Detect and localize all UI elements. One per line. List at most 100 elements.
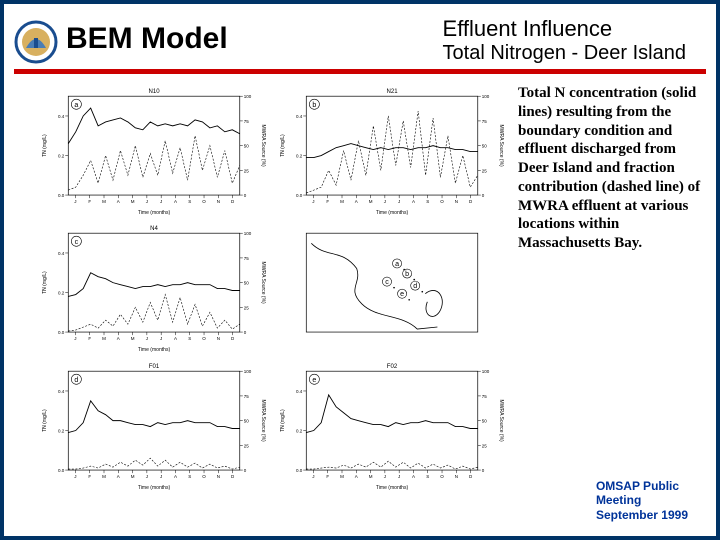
svg-text:M: M — [340, 199, 344, 204]
svg-text:J: J — [312, 474, 314, 479]
svg-text:A: A — [412, 199, 415, 204]
svg-text:0.0: 0.0 — [58, 330, 65, 335]
svg-text:J: J — [146, 474, 148, 479]
svg-text:TN (mg/L): TN (mg/L) — [280, 134, 286, 157]
svg-text:O: O — [440, 199, 444, 204]
svg-text:0: 0 — [244, 468, 247, 473]
svg-text:S: S — [426, 199, 429, 204]
footer-line-1: OMSAP Public — [596, 479, 688, 493]
svg-text:O: O — [202, 199, 206, 204]
timeseries-panel: 0.00.20.40255075100JFMAMJJASONDTime (mon… — [36, 82, 268, 217]
svg-text:A: A — [355, 199, 358, 204]
svg-text:J: J — [146, 336, 148, 341]
svg-text:0: 0 — [244, 193, 247, 198]
svg-text:0.0: 0.0 — [58, 193, 65, 198]
svg-text:TN (mg/L): TN (mg/L) — [42, 134, 48, 157]
svg-text:0.2: 0.2 — [58, 154, 65, 159]
svg-text:b: b — [405, 271, 409, 278]
timeseries-panel: 0.00.20.40255075100JFMAMJJASONDTime (mon… — [36, 357, 268, 492]
svg-text:J: J — [160, 199, 162, 204]
svg-text:75: 75 — [244, 256, 250, 261]
svg-text:MWRA Source (%): MWRA Source (%) — [260, 262, 266, 305]
svg-text:M: M — [102, 336, 106, 341]
svg-text:50: 50 — [244, 418, 250, 423]
svg-text:D: D — [469, 474, 473, 479]
svg-text:A: A — [355, 474, 358, 479]
slide-title-right-2: Total Nitrogen - Deer Island — [443, 42, 686, 65]
svg-text:Time (months): Time (months) — [376, 485, 409, 491]
svg-text:0.2: 0.2 — [58, 428, 65, 433]
svg-text:TN (mg/L): TN (mg/L) — [42, 409, 48, 432]
svg-text:S: S — [188, 336, 191, 341]
svg-text:0.4: 0.4 — [296, 389, 303, 394]
svg-text:0: 0 — [482, 193, 485, 198]
svg-text:F: F — [88, 336, 91, 341]
svg-text:O: O — [202, 474, 206, 479]
timeseries-panel: 0.00.20.40255075100JFMAMJJASONDTime (mon… — [274, 82, 506, 217]
chart-grid: 0.0 0.2 0.4 0 25 50 75 100 J F M A M J J A S O N D Time (mon… — [36, 82, 506, 492]
slide-title-left: BEM Model — [66, 22, 228, 56]
svg-text:J: J — [398, 199, 400, 204]
svg-text:J: J — [74, 336, 76, 341]
svg-text:0.0: 0.0 — [296, 193, 303, 198]
svg-text:c: c — [75, 239, 79, 246]
svg-text:e: e — [312, 376, 316, 383]
svg-text:Time (months): Time (months) — [138, 210, 171, 216]
svg-text:N21: N21 — [386, 89, 398, 95]
svg-text:d: d — [413, 284, 417, 291]
svg-text:M: M — [131, 336, 135, 341]
svg-text:25: 25 — [482, 168, 488, 173]
svg-text:100: 100 — [244, 232, 252, 237]
svg-text:0.4: 0.4 — [58, 251, 65, 256]
svg-text:F: F — [326, 474, 329, 479]
svg-text:75: 75 — [244, 119, 250, 124]
svg-text:S: S — [188, 199, 191, 204]
svg-text:A: A — [117, 474, 120, 479]
svg-text:Time (months): Time (months) — [376, 210, 409, 216]
svg-text:A: A — [117, 199, 120, 204]
svg-text:100: 100 — [244, 369, 252, 374]
svg-text:100: 100 — [244, 94, 252, 99]
svg-text:0: 0 — [244, 330, 247, 335]
slide-footer: OMSAP Public Meeting September 1999 — [596, 479, 688, 522]
svg-text:O: O — [202, 336, 206, 341]
svg-text:25: 25 — [244, 168, 250, 173]
svg-text:N: N — [217, 336, 220, 341]
svg-text:J: J — [398, 474, 400, 479]
svg-text:J: J — [74, 474, 76, 479]
slide-title-right-1: Effluent Influence — [443, 16, 686, 42]
svg-text:J: J — [146, 199, 148, 204]
svg-text:N: N — [217, 199, 220, 204]
svg-text:M: M — [131, 199, 135, 204]
svg-text:25: 25 — [244, 443, 250, 448]
svg-text:F: F — [88, 474, 91, 479]
svg-text:A: A — [117, 336, 120, 341]
svg-text:0.2: 0.2 — [58, 291, 65, 296]
svg-text:F: F — [326, 199, 329, 204]
svg-text:0.4: 0.4 — [296, 114, 303, 119]
svg-text:M: M — [131, 474, 135, 479]
svg-text:75: 75 — [244, 394, 250, 399]
footer-line-2: Meeting — [596, 493, 688, 507]
svg-text:25: 25 — [244, 306, 250, 311]
svg-text:A: A — [174, 336, 177, 341]
svg-text:A: A — [174, 199, 177, 204]
svg-text:50: 50 — [482, 144, 488, 149]
svg-text:d: d — [74, 376, 78, 383]
svg-text:TN (mg/L): TN (mg/L) — [280, 409, 286, 432]
svg-text:J: J — [312, 199, 314, 204]
svg-text:100: 100 — [482, 369, 490, 374]
svg-text:J: J — [160, 336, 162, 341]
svg-text:J: J — [384, 474, 386, 479]
timeseries-panel: 0.00.20.40255075100JFMAMJJASONDTime (mon… — [36, 219, 268, 354]
header: BEM Model Effluent Influence Total Nitro… — [4, 4, 716, 65]
svg-text:M: M — [369, 199, 373, 204]
svg-text:e: e — [400, 292, 404, 299]
svg-text:N: N — [455, 199, 458, 204]
svg-text:0.2: 0.2 — [296, 154, 303, 159]
timeseries-panel: 0.00.20.40255075100JFMAMJJASONDTime (mon… — [274, 357, 506, 492]
footer-line-3: September 1999 — [596, 508, 688, 522]
svg-text:50: 50 — [482, 418, 488, 423]
svg-text:N10: N10 — [148, 89, 160, 95]
svg-text:N: N — [455, 474, 458, 479]
